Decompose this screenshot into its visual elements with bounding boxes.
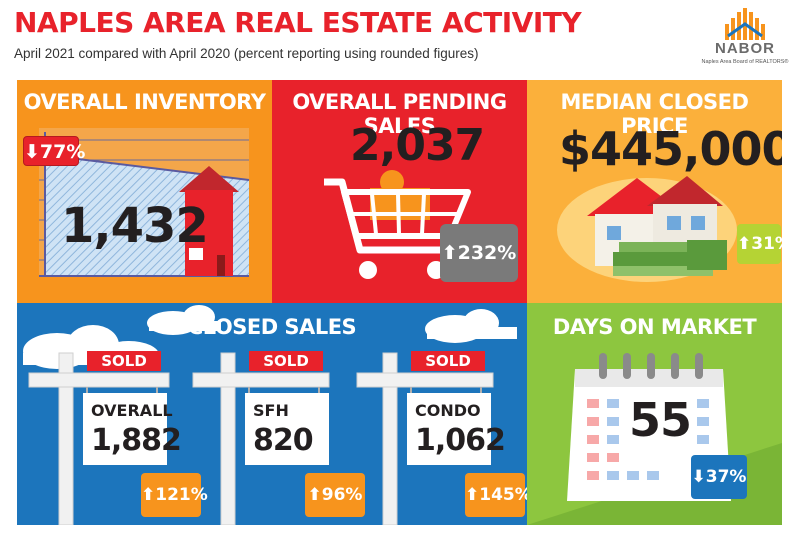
inventory-change-badge: ⬇77% [23, 136, 85, 166]
closed-sales-panel: CLOSED SALES SOLD SOLD SOLD OVERALL 1,88… [17, 303, 527, 525]
logo-name: NABOR [715, 40, 775, 57]
days-on-market-value: 55 [629, 393, 692, 447]
median-price-change-badge: ⬆31% [737, 224, 782, 264]
sign-condo: CONDO 1,062 [407, 393, 506, 465]
page-title: NAPLES AREA REAL ESTATE ACTIVITY [14, 6, 582, 39]
sign-label: OVERALL [91, 401, 173, 420]
cloud-icon [425, 309, 517, 343]
pending-sales-value: 2,037 [350, 120, 485, 171]
calendar-rings-icon [599, 353, 703, 379]
sign-value: 1,062 [415, 423, 506, 458]
overall-inventory-title: OVERALL INVENTORY [23, 90, 266, 114]
days-on-market-change-badge: ⬇37% [691, 455, 747, 499]
cloud-icon [147, 305, 221, 335]
sfh-change-badge: ⬆96% [305, 473, 365, 517]
sign-value: 1,882 [91, 423, 182, 458]
pending-sales-panel: OVERALL PENDING SALES 2,037 ⬆232% [272, 80, 527, 303]
arrow-up-icon: ⬆ [465, 485, 480, 505]
days-on-market-panel: DAYS ON MARKET 55 ⬇37% [527, 303, 782, 525]
pending-sales-title: OVERALL PENDING SALES [292, 90, 507, 138]
nabor-logo: NABOR Naples Area Board of REALTORS® [700, 2, 790, 74]
median-price-value: $445,000 [559, 122, 782, 176]
overall-change-badge: ⬆121% [141, 473, 208, 517]
arrow-down-icon: ⬇ [24, 141, 40, 163]
money-stacks-icon [613, 240, 727, 276]
page-subtitle: April 2021 compared with April 2020 (per… [14, 46, 479, 61]
sign-sfh: SFH 820 [245, 393, 329, 465]
days-on-market-title: DAYS ON MARKET [552, 315, 757, 339]
arrow-down-icon: ⬇ [691, 467, 706, 487]
red-house-icon [179, 166, 239, 276]
sunburst-logo-icon [725, 8, 765, 40]
arrow-up-icon: ⬆ [307, 485, 322, 505]
inventory-chart-illustration [39, 128, 250, 277]
sold-banner: SOLD [87, 351, 161, 371]
arrow-up-icon: ⬆ [737, 234, 752, 254]
arrow-up-icon: ⬆ [141, 485, 156, 505]
median-price-panel: MEDIAN CLOSED PRICE $445,000 ⬆31% [527, 80, 782, 303]
overall-inventory-panel: OVERALL INVENTORY ⬇77% [17, 80, 272, 303]
median-price-title: MEDIAN CLOSED PRICE [560, 90, 749, 138]
sold-banner: SOLD [411, 351, 485, 371]
sold-banner: SOLD [249, 351, 323, 371]
house-money-illustration [557, 176, 737, 282]
sign-value: 820 [253, 423, 314, 458]
closed-sales-background [23, 305, 517, 525]
sign-label: CONDO [415, 401, 481, 420]
sign-label: SFH [253, 401, 289, 420]
pending-sales-change-badge: ⬆232% [440, 224, 518, 282]
closed-sales-title: CLOSED SALES [187, 315, 357, 339]
logo-tagline: Naples Area Board of REALTORS® [701, 59, 789, 65]
condo-change-badge: ⬆145% [465, 473, 527, 517]
arrow-up-icon: ⬆ [441, 242, 458, 264]
sign-overall: OVERALL 1,882 [83, 393, 182, 465]
inventory-value: 1,432 [61, 198, 209, 254]
